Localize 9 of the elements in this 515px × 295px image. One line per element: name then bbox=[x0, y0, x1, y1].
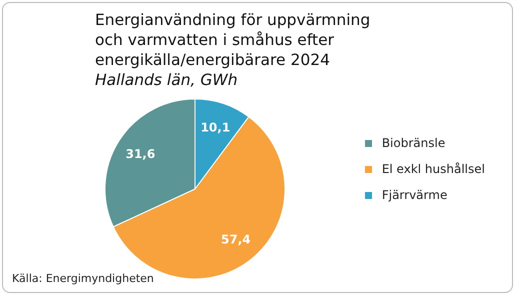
legend-label: Fjärrvärme bbox=[382, 188, 448, 202]
data-label: 10,1 bbox=[200, 120, 230, 134]
data-label: 57,4 bbox=[221, 232, 251, 246]
data-label: 31,6 bbox=[126, 147, 156, 162]
legend-label: Biobränsle bbox=[382, 136, 446, 150]
legend-label: El exkl hushållsel bbox=[382, 162, 485, 176]
chart-title: Energianvändning för uppvärmning och varmvatten i småhus efter energikälla/energibärare 2024 bbox=[95, 10, 372, 70]
chart-subtitle: Hallands län, GWh bbox=[95, 70, 239, 90]
text: Källa: Energimyndigheten bbox=[12, 272, 154, 285]
